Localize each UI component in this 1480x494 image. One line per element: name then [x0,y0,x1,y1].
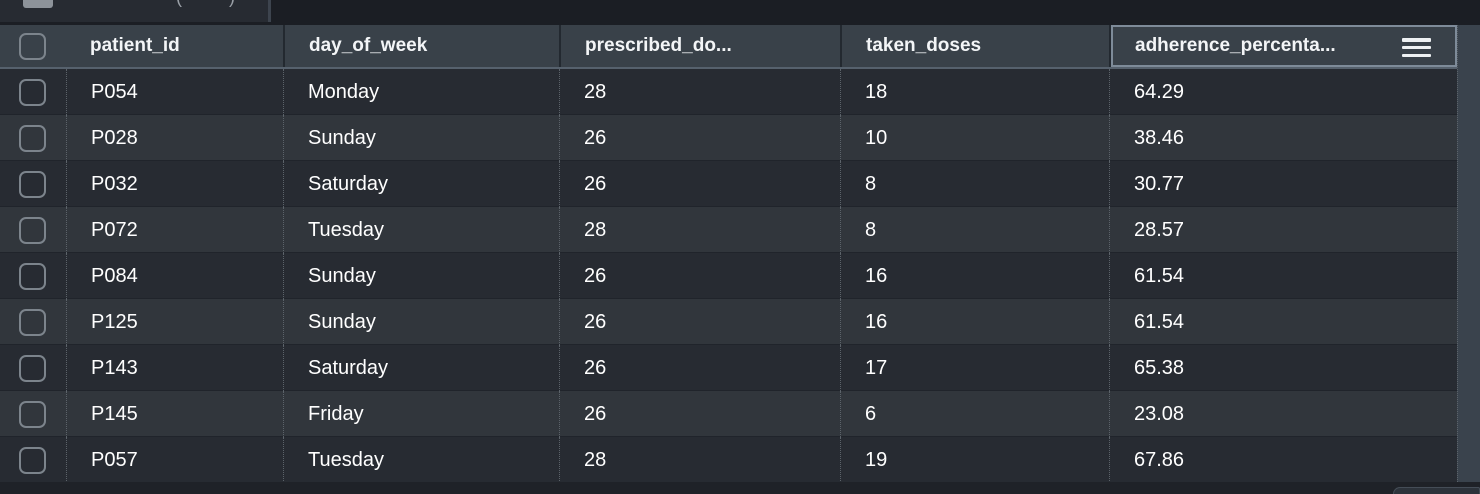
table-cell[interactable]: 30.77 [1109,161,1457,207]
table-cell[interactable]: 26 [559,253,840,299]
table-cell[interactable]: Sunday [283,115,559,161]
table-row: P054 Monday 28 18 64.29 [0,69,1457,115]
row-checkbox[interactable] [19,400,46,428]
table-cell[interactable]: Tuesday [283,437,559,482]
table-header-row: patient_id day_of_week prescribed_do... tak… [0,25,1457,69]
table-cell[interactable]: 61.54 [1109,253,1457,299]
select-all-checkbox[interactable] [19,32,46,60]
table-cell[interactable]: P057 [66,437,283,482]
row-checkbox[interactable] [19,308,46,336]
table-cell[interactable]: 23.08 [1109,391,1457,437]
table-row: P084 Sunday 26 16 61.54 [0,253,1457,299]
table-cell[interactable]: P145 [66,391,283,437]
column-header-day-of-week[interactable]: day_of_week [283,25,559,67]
table-cell[interactable]: 16 [840,253,1109,299]
table-cell[interactable]: 10 [840,115,1109,161]
column-header-prescribed-doses[interactable]: prescribed_do... [559,25,840,67]
table-cell[interactable]: 8 [840,207,1109,253]
top-bar: ( ) [0,0,1480,25]
table-cell[interactable]: 67.86 [1109,437,1457,482]
table-cell[interactable]: 28.57 [1109,207,1457,253]
row-select-cell[interactable] [0,299,66,345]
table-cell[interactable]: 38.46 [1109,115,1457,161]
table-row: P145 Friday 26 6 23.08 [0,391,1457,437]
row-checkbox[interactable] [19,446,46,474]
row-checkbox[interactable] [19,262,46,290]
table-cell[interactable]: P125 [66,299,283,345]
table-cell[interactable]: 26 [559,345,840,391]
bottom-bar [0,482,1480,494]
data-grid: patient_id day_of_week prescribed_do... tak… [0,25,1480,482]
table-cell[interactable]: 65.38 [1109,345,1457,391]
hamburger-icon[interactable] [1402,38,1431,57]
table-cell[interactable]: Saturday [283,161,559,207]
scrollbar-track[interactable] [1457,25,1480,482]
table-body: P054 Monday 28 18 64.29 P028 Sunday 26 10 38.46 P0… [0,69,1457,482]
table-cell[interactable]: 61.54 [1109,299,1457,345]
column-header-adherence-percentage[interactable]: adherence_percenta... [1109,25,1457,67]
table-cell[interactable]: 19 [840,437,1109,482]
table-cell[interactable]: 26 [559,391,840,437]
tab-partial-text-left: ( [176,0,182,8]
table-cell[interactable]: Monday [283,69,559,115]
row-select-cell[interactable] [0,345,66,391]
active-tab[interactable]: ( ) [0,0,271,22]
table-cell[interactable]: Sunday [283,253,559,299]
table-cell[interactable]: Saturday [283,345,559,391]
tab-partial-text-right: ) [229,0,235,8]
row-select-cell[interactable] [0,391,66,437]
table-cell[interactable]: 26 [559,115,840,161]
table-icon [23,0,53,8]
row-select-cell[interactable] [0,437,66,482]
table-cell[interactable]: 8 [840,161,1109,207]
table-cell[interactable]: 26 [559,299,840,345]
row-select-cell[interactable] [0,69,66,115]
row-checkbox[interactable] [19,354,46,382]
column-header-taken-doses[interactable]: taken_doses [840,25,1109,67]
table-row: P057 Tuesday 28 19 67.86 [0,437,1457,482]
table-cell[interactable]: P072 [66,207,283,253]
table-cell[interactable]: P054 [66,69,283,115]
row-checkbox[interactable] [19,78,46,106]
select-all-cell[interactable] [0,25,66,67]
table-cell[interactable]: Sunday [283,299,559,345]
table-cell[interactable]: 16 [840,299,1109,345]
table-cell[interactable]: 28 [559,69,840,115]
table-cell[interactable]: Tuesday [283,207,559,253]
table-cell[interactable]: P143 [66,345,283,391]
row-select-cell[interactable] [0,253,66,299]
table-row: P125 Sunday 26 16 61.54 [0,299,1457,345]
table-row: P028 Sunday 26 10 38.46 [0,115,1457,161]
table-row: P072 Tuesday 28 8 28.57 [0,207,1457,253]
table-cell[interactable]: 28 [559,207,840,253]
table-cell[interactable]: P028 [66,115,283,161]
table-cell[interactable]: 28 [559,437,840,482]
table-cell[interactable]: 18 [840,69,1109,115]
table-cell[interactable]: 6 [840,391,1109,437]
scroll-corner[interactable] [1393,487,1480,494]
table-cell[interactable]: 64.29 [1109,69,1457,115]
row-checkbox[interactable] [19,216,46,244]
row-checkbox[interactable] [19,170,46,198]
column-header-patient-id[interactable]: patient_id [66,25,283,67]
row-select-cell[interactable] [0,161,66,207]
table-cell[interactable]: Friday [283,391,559,437]
table-cell[interactable]: 17 [840,345,1109,391]
table-cell[interactable]: 26 [559,161,840,207]
row-checkbox[interactable] [19,124,46,152]
row-select-cell[interactable] [0,115,66,161]
table-cell[interactable]: P084 [66,253,283,299]
row-select-cell[interactable] [0,207,66,253]
table-row: P032 Saturday 26 8 30.77 [0,161,1457,207]
table-row: P143 Saturday 26 17 65.38 [0,345,1457,391]
table-cell[interactable]: P032 [66,161,283,207]
